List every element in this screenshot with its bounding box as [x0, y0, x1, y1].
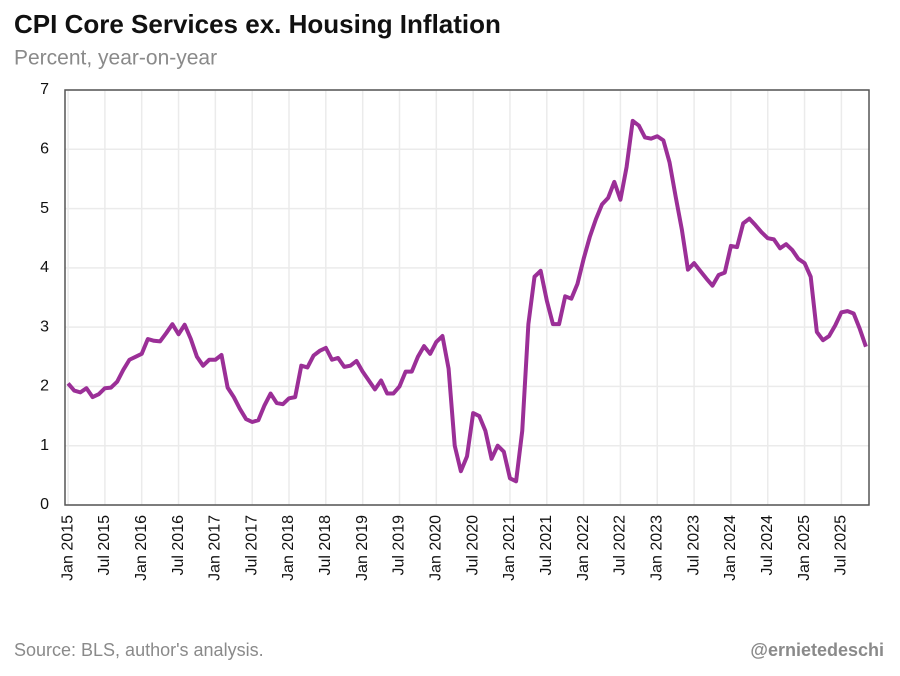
x-tick-label: Jul 2020: [464, 515, 481, 576]
plot-frame: [64, 89, 870, 506]
x-tick-label: Jan 2016: [133, 515, 150, 581]
y-tick-label: 5: [40, 200, 49, 217]
x-tick-label: Jul 2021: [538, 515, 555, 576]
y-tick-label: 4: [40, 259, 49, 276]
x-tick-label: Jul 2018: [317, 515, 334, 576]
data-line: [66, 118, 868, 484]
x-tick-label: Jan 2019: [354, 515, 371, 581]
x-tick-label: Jul 2025: [833, 515, 850, 576]
x-tick-label: Jul 2017: [243, 515, 260, 576]
credit: @ernietedeschi: [750, 640, 884, 660]
x-tick-label: Jul 2023: [685, 515, 702, 576]
x-tick-label: Jul 2022: [612, 515, 629, 576]
y-tick-label: 2: [40, 378, 49, 395]
x-tick-label: Jan 2021: [501, 515, 518, 581]
source-note: Source: BLS, author's analysis.: [14, 640, 264, 660]
x-tick-label: Jan 2015: [59, 515, 76, 581]
chart-subtitle: Percent, year-on-year: [14, 47, 217, 70]
x-tick-label: Jan 2017: [207, 515, 224, 581]
x-tick-label: Jul 2015: [96, 515, 113, 576]
x-tick-label: Jan 2022: [575, 515, 592, 581]
x-tick-label: Jul 2024: [759, 515, 776, 576]
chart-title: CPI Core Services ex. Housing Inflation: [14, 9, 501, 39]
y-tick-label: 1: [40, 437, 49, 454]
x-tick-label: Jan 2024: [722, 515, 739, 581]
x-tick-label: Jan 2020: [428, 515, 445, 581]
y-tick-label: 0: [40, 496, 49, 513]
y-tick-label: 3: [40, 318, 49, 335]
x-tick-label: Jan 2023: [648, 515, 665, 581]
x-tick-label: Jan 2018: [280, 515, 297, 581]
y-tick-label: 7: [40, 81, 49, 98]
x-tick-label: Jan 2025: [796, 515, 813, 581]
y-tick-label: 6: [40, 141, 49, 158]
x-tick-label: Jul 2019: [391, 515, 408, 576]
x-tick-label: Jul 2016: [170, 515, 187, 576]
